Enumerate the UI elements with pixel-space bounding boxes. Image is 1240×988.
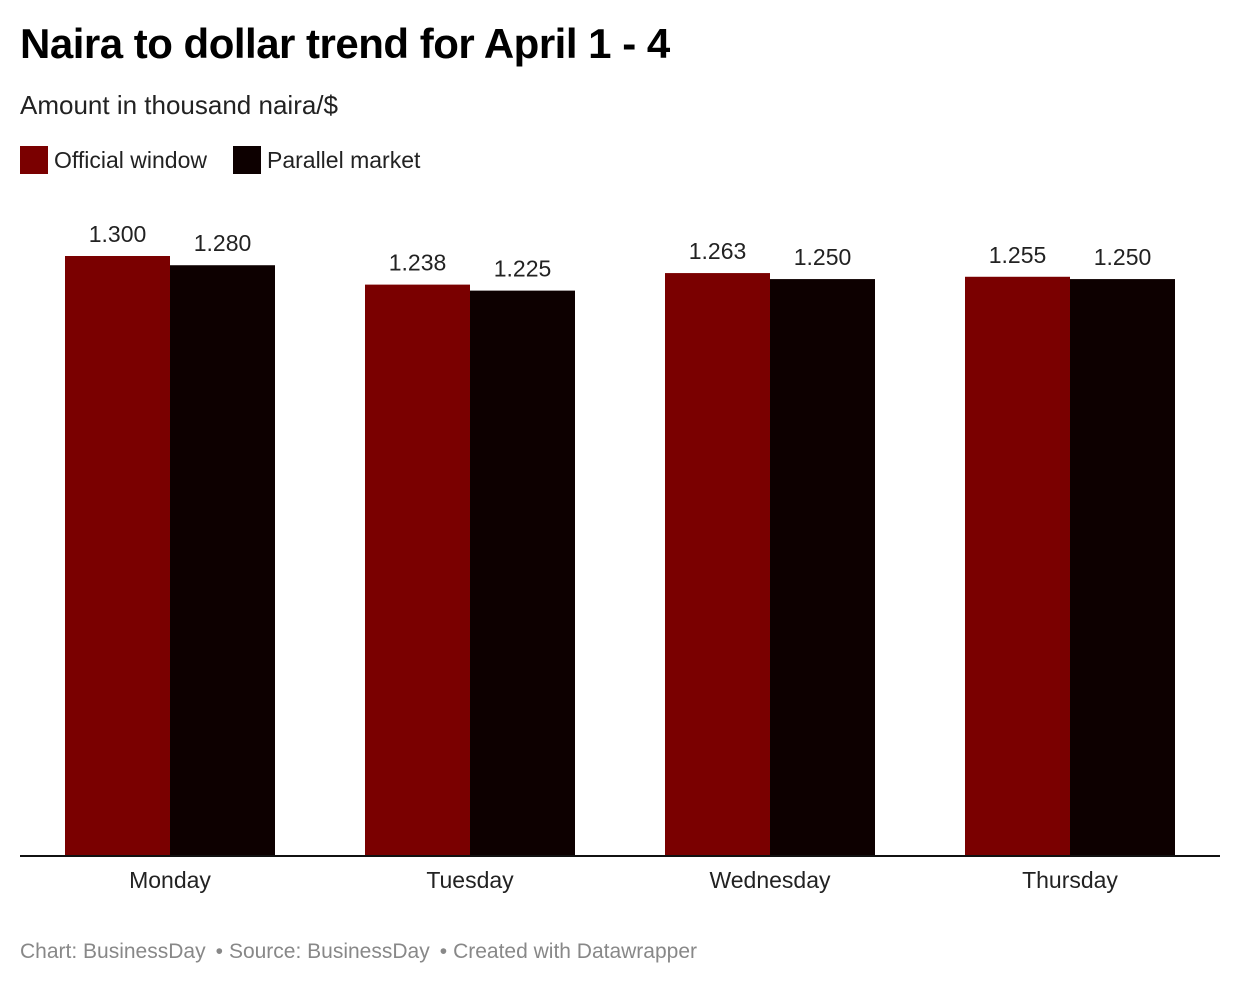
legend-label-parallel-market: Parallel market (266, 146, 421, 173)
data-label-official-window-monday: 1.300 (89, 221, 147, 247)
legend-label-official-window: Official window (54, 146, 207, 173)
chart-title: Naira to dollar trend for April 1 - 4 (20, 20, 670, 67)
legend-swatch-official-window (20, 146, 48, 174)
legend-swatch-parallel-market (232, 146, 261, 174)
bar-official-window-thursday (965, 276, 1070, 856)
data-label-official-window-wednesday: 1.263 (689, 238, 747, 264)
chart-footer: Chart: BusinessDay • Source: BusinessDay • C… (20, 940, 697, 964)
x-tick-label-monday: Monday (129, 867, 211, 893)
bar-official-window-tuesday (365, 284, 470, 857)
data-label-parallel-market-thursday: 1.250 (1094, 244, 1152, 270)
bar-parallel-market-thursday (1070, 279, 1175, 857)
data-label-official-window-thursday: 1.255 (989, 242, 1047, 268)
footer-credit: Chart: BusinessDay (20, 940, 206, 963)
footer-created-with: Created with Datawrapper (453, 940, 698, 963)
bar-chart: 1.300 1.280 Monday 1.238 1.225 Tuesday 1.263 1.… (20, 221, 1220, 893)
bar-official-window-wednesday (665, 273, 770, 857)
bar-parallel-market-monday (170, 265, 275, 856)
data-label-parallel-market-tuesday: 1.225 (494, 256, 552, 282)
footer-separator: • (439, 940, 448, 963)
bar-official-window-monday (65, 256, 170, 856)
data-label-official-window-tuesday: 1.238 (389, 250, 447, 276)
data-label-parallel-market-wednesday: 1.250 (794, 244, 852, 270)
x-tick-label-wednesday: Wednesday (709, 867, 831, 893)
legend-item-parallel-market: Parallel market (232, 146, 421, 174)
chart-subtitle: Amount in thousand naira/$ (20, 90, 338, 120)
bar-parallel-market-tuesday (470, 290, 575, 857)
legend-item-official-window: Official window (20, 146, 207, 174)
footer-source: Source: BusinessDay (228, 940, 430, 963)
bar-parallel-market-wednesday (770, 279, 875, 857)
x-tick-label-tuesday: Tuesday (426, 867, 514, 893)
x-tick-label-thursday: Thursday (1022, 867, 1118, 893)
footer-separator: • (215, 940, 223, 963)
data-label-parallel-market-monday: 1.280 (194, 230, 252, 256)
legend: Official window Parallel market (20, 146, 446, 174)
